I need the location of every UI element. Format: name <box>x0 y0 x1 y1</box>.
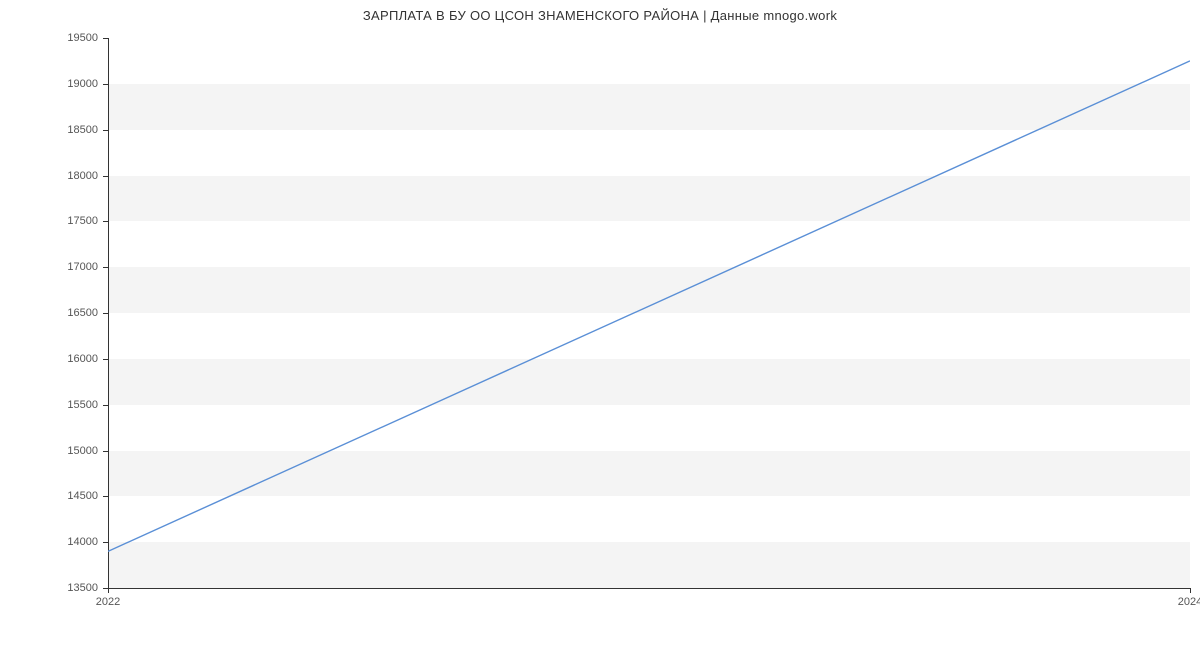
x-tick <box>1190 588 1191 593</box>
y-tick-label: 14000 <box>48 536 98 548</box>
plot-area: 1350014000145001500015500160001650017000… <box>108 38 1190 588</box>
y-tick-label: 17500 <box>48 215 98 227</box>
y-tick-label: 16000 <box>48 353 98 365</box>
y-tick-label: 15500 <box>48 399 98 411</box>
x-tick-label: 2024 <box>1178 596 1200 608</box>
y-tick-label: 16500 <box>48 307 98 319</box>
chart-container: ЗАРПЛАТА В БУ ОО ЦСОН ЗНАМЕНСКОГО РАЙОНА… <box>0 0 1200 650</box>
y-tick-label: 19000 <box>48 78 98 90</box>
y-tick-label: 18500 <box>48 124 98 136</box>
y-tick-label: 14500 <box>48 490 98 502</box>
series-line <box>108 38 1190 588</box>
y-tick-label: 18000 <box>48 170 98 182</box>
x-axis <box>108 588 1190 589</box>
y-tick-label: 13500 <box>48 582 98 594</box>
x-tick <box>108 588 109 593</box>
chart-title: ЗАРПЛАТА В БУ ОО ЦСОН ЗНАМЕНСКОГО РАЙОНА… <box>0 8 1200 23</box>
y-tick-label: 15000 <box>48 445 98 457</box>
y-tick-label: 19500 <box>48 32 98 44</box>
y-tick-label: 17000 <box>48 261 98 273</box>
x-tick-label: 2022 <box>96 596 120 608</box>
